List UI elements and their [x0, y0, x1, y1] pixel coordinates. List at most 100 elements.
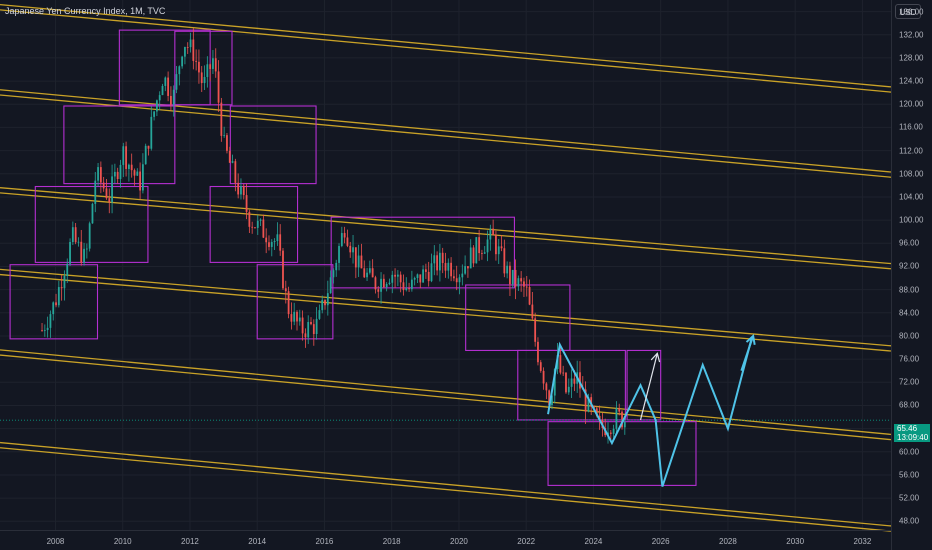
- candle-body: [436, 255, 438, 271]
- candle-body: [186, 47, 189, 48]
- candle-body: [587, 397, 590, 412]
- candle-body: [548, 390, 551, 405]
- candle-body: [495, 234, 497, 255]
- time-tick-label: 2016: [315, 537, 334, 546]
- candle-body: [464, 266, 467, 274]
- zone-box: [34, 185, 149, 263]
- price-tick-label: 128.00: [899, 53, 924, 63]
- candle-body: [60, 287, 63, 289]
- candle-body: [419, 274, 422, 283]
- candle-body: [573, 378, 576, 384]
- candle-body: [461, 273, 464, 278]
- zone-box: [63, 105, 176, 185]
- zone-box: [256, 264, 334, 340]
- candle-body: [116, 171, 119, 180]
- candle-body: [422, 269, 424, 283]
- candle-body: [212, 58, 214, 69]
- candle-body: [497, 246, 500, 255]
- candle-body: [133, 170, 136, 176]
- candle-body: [467, 266, 469, 269]
- candle-body: [220, 102, 223, 136]
- candle-body: [332, 270, 335, 278]
- zone-box: [209, 185, 299, 263]
- symbol-title[interactable]: Japanese Yen Currency Index, 1M, TVC: [5, 6, 166, 16]
- candle-body: [542, 370, 545, 384]
- candle-body: [326, 293, 329, 306]
- candle-body: [231, 161, 234, 163]
- candle-body: [41, 330, 43, 331]
- candle-body: [509, 265, 511, 285]
- candle-body: [88, 223, 91, 249]
- candle-body: [119, 164, 122, 180]
- price-tick-label: 88.00: [899, 285, 920, 295]
- channel-line: [0, 349, 892, 436]
- time-tick-label: 2010: [113, 537, 132, 546]
- zone-box: [626, 349, 662, 421]
- candle-body: [424, 269, 427, 272]
- candle-body: [172, 89, 175, 105]
- zone-box: [229, 105, 317, 185]
- candle-body: [273, 241, 276, 243]
- candle-body: [545, 383, 548, 391]
- candle-body: [200, 72, 203, 84]
- candle-body: [175, 74, 178, 90]
- candle-body: [296, 311, 298, 322]
- candle-body: [416, 274, 419, 278]
- candle-body: [80, 241, 83, 263]
- price-tick-label: 80.00: [899, 331, 920, 341]
- price-tick-label: 60.00: [899, 447, 920, 457]
- zone-box: [517, 349, 626, 421]
- candle-body: [500, 246, 503, 249]
- candle-body: [623, 421, 626, 428]
- candle-body: [514, 269, 517, 287]
- candle-body: [534, 318, 537, 342]
- candle-body: [559, 355, 562, 373]
- currency-button[interactable]: USD: [895, 4, 921, 19]
- candle-body: [374, 277, 377, 290]
- candle-body: [525, 286, 528, 288]
- price-tick-label: 84.00: [899, 308, 920, 318]
- candle-body: [511, 269, 514, 285]
- candle-body: [318, 310, 321, 319]
- candle-body: [427, 271, 430, 282]
- candle-body: [195, 60, 198, 62]
- price-tick-label: 48.00: [899, 516, 920, 526]
- candle-body: [147, 145, 150, 149]
- candle-body: [539, 362, 542, 371]
- candle-body: [483, 252, 486, 254]
- price-tick-label: 124.00: [899, 76, 924, 86]
- candle-body: [481, 253, 483, 254]
- candle-body: [158, 95, 161, 101]
- price-axis-separator: [891, 0, 892, 550]
- time-tick-label: 2018: [382, 537, 401, 546]
- candle-body: [489, 228, 492, 240]
- candle-body: [394, 274, 396, 277]
- candle-body: [262, 219, 265, 238]
- time-tick-label: 2020: [450, 537, 468, 546]
- price-tick-label: 92.00: [899, 261, 920, 271]
- candle-body: [270, 242, 273, 247]
- price-tick-label: 120.00: [899, 99, 924, 109]
- candle-body: [408, 288, 410, 290]
- candle-body: [410, 279, 413, 290]
- last-price-badge: 65.46 13:09:40: [894, 424, 930, 442]
- price-tick-label: 136.00: [899, 7, 924, 17]
- price-tick-label: 116.00: [899, 122, 923, 132]
- candle-body: [444, 263, 447, 271]
- time-tick-label: 2024: [584, 537, 603, 546]
- candle-body: [377, 289, 380, 292]
- candle-body: [310, 322, 312, 325]
- price-tick-label: 112.00: [899, 146, 923, 156]
- channel-line: [0, 268, 892, 347]
- candle-body: [136, 171, 139, 176]
- white-arrow-head: [650, 352, 661, 363]
- candle-body: [553, 369, 556, 396]
- candle-body: [329, 277, 332, 294]
- candle-body: [503, 248, 506, 274]
- candle-body: [349, 245, 352, 253]
- candle-body: [85, 248, 88, 250]
- candle-body: [472, 247, 475, 264]
- candle-body: [203, 77, 206, 84]
